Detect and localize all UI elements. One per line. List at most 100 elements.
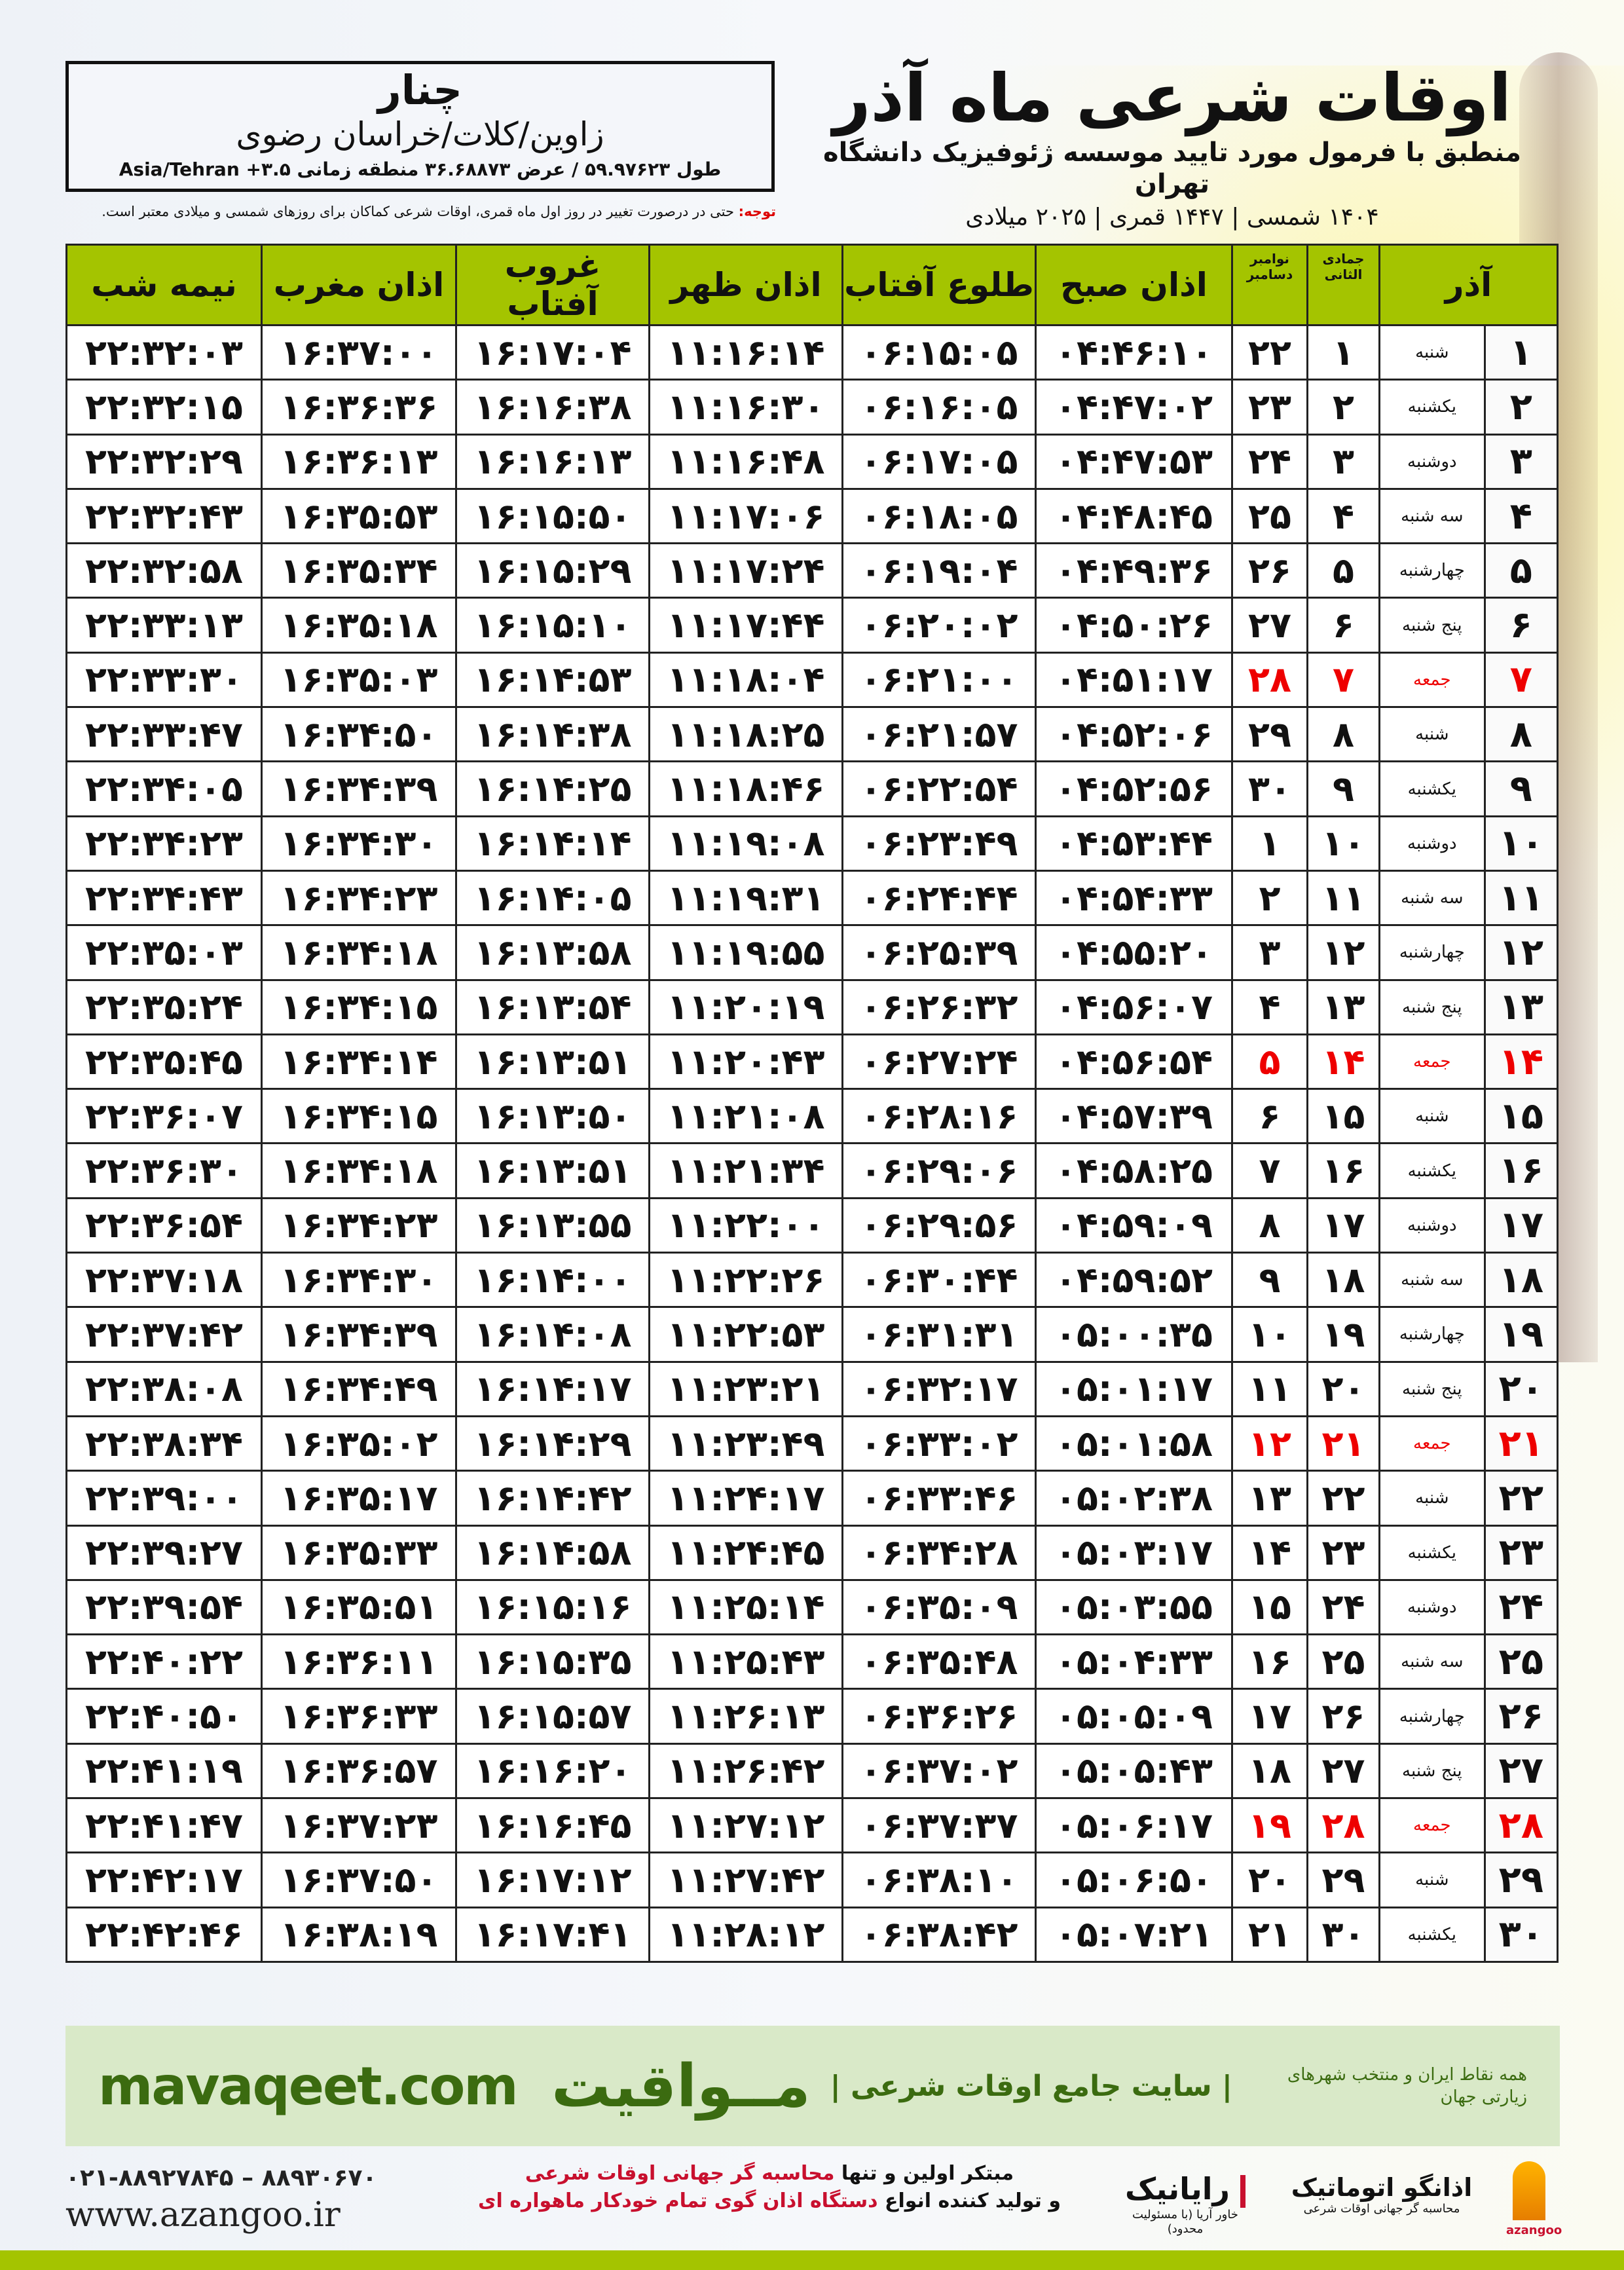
table-row: ۱۷ دوشنبه ۱۷ ۸ ۰۴:۵۹:۰۹ ۰۶:۲۹:۵۶ ۱۱:۲۲:۰۰ ۱۶:۱۳… [65,1197,1559,1254]
cell-day-shamsi: ۲۹ [1483,1851,1559,1908]
cell-maghrib: ۱۶:۳۴:۵۰ [261,706,457,763]
cell-midnight: ۲۲:۳۹:۲۷ [65,1524,263,1581]
cell-sunset: ۱۶:۱۳:۵۸ [455,924,650,981]
cell-dhuhr: ۱۱:۲۴:۱۷ [648,1470,843,1527]
rayanik-logo: رایانیک خاور آریا (با مسئولیت محدود) [1113,2171,1257,2237]
azangoo-name: اذانگو اتوماتیک [1291,2173,1473,2202]
cell-weekday: پنج شنبه [1378,978,1486,1035]
cell-day-gregorian: ۱۱ [1231,1360,1308,1417]
cell-day-hijri: ۹ [1306,760,1380,817]
site-link[interactable]: mavaqeet.com [98,2055,519,2117]
cell-maghrib: ۱۶:۳۶:۳۶ [261,379,457,436]
cell-day-hijri: ۱۶ [1306,1142,1380,1199]
cell-sunset: ۱۶:۱۶:۲۰ [455,1742,650,1800]
table-row: ۱۳ پنج شنبه ۱۳ ۴ ۰۴:۵۶:۰۷ ۰۶:۲۶:۳۲ ۱۱:۲۰:۱۹ ۱۶:… [65,978,1559,1035]
cell-maghrib: ۱۶:۳۴:۱۵ [261,1088,457,1145]
col-sunset: غروب آفتاب [455,244,650,326]
cell-dhuhr: ۱۱:۱۹:۵۵ [648,924,843,981]
cell-dhuhr: ۱۱:۱۷:۲۴ [648,542,843,599]
cell-maghrib: ۱۶:۳۴:۱۵ [261,978,457,1035]
cell-weekday: دوشنبه [1378,1578,1486,1636]
cell-day-gregorian: ۶ [1231,1088,1308,1145]
mavaqeet-banner: مــواقیت | سایت جامع اوقات شرعی | همه نق… [65,2026,1560,2146]
cell-day-shamsi: ۷ [1483,651,1559,709]
cell-dhuhr: ۱۱:۲۶:۴۲ [648,1742,843,1800]
cell-day-shamsi: ۳ [1483,433,1559,490]
promo-line2a: و تولید کننده انواع [877,2189,1061,2212]
cell-sunrise: ۰۶:۲۹:۵۶ [841,1197,1037,1254]
col-gregorian: نوامبر دسامبر [1231,244,1308,326]
cell-sunrise: ۰۶:۳۸:۴۲ [841,1906,1037,1963]
cell-sunrise: ۰۶:۲۳:۴۹ [841,815,1037,872]
cell-day-shamsi: ۲ [1483,379,1559,436]
cell-weekday: شنبه [1378,1088,1486,1145]
table-row: ۳۰ یکشنبه ۳۰ ۲۱ ۰۵:۰۷:۲۱ ۰۶:۳۸:۴۲ ۱۱:۲۸:۱۲ ۱۶:۱… [65,1906,1559,1963]
cell-day-gregorian: ۱۹ [1231,1797,1308,1854]
cell-sunrise: ۰۶:۳۳:۰۲ [841,1415,1037,1472]
brand-tagline: | سایت جامع اوقات شرعی | [830,2069,1232,2103]
cell-midnight: ۲۲:۳۶:۵۴ [65,1197,263,1254]
cell-midnight: ۲۲:۳۲:۴۳ [65,487,263,545]
table-row: ۲۷ پنج شنبه ۲۷ ۱۸ ۰۵:۰۵:۴۳ ۰۶:۳۷:۰۲ ۱۱:۲۶:۴۲ ۱۶… [65,1742,1559,1800]
cell-sunset: ۱۶:۱۵:۳۵ [455,1633,650,1690]
cell-dhuhr: ۱۱:۲۰:۴۳ [648,1033,843,1090]
promo-text: مبتکر اولین و تنها محاسبه گر جهانی اوقات… [445,2160,1094,2215]
promo-line1b: محاسبه گر جهانی اوقات شرعی [525,2162,835,2185]
prayer-times-table: آذر جمادی الثانی نوامبر دسامبر اذان صبح … [65,244,1559,1963]
cell-day-hijri: ۱۸ [1306,1252,1380,1309]
table-row: ۲۸ جمعه ۲۸ ۱۹ ۰۵:۰۶:۱۷ ۰۶:۳۷:۳۷ ۱۱:۲۷:۱۲ ۱۶:۱۶:… [65,1797,1559,1854]
cell-weekday: دوشنبه [1378,815,1486,872]
cell-sunrise: ۰۶:۱۷:۰۵ [841,433,1037,490]
cell-fajr: ۰۵:۰۱:۱۷ [1035,1360,1233,1417]
table-row: ۱۱ سه شنبه ۱۱ ۲ ۰۴:۵۴:۳۳ ۰۶:۲۴:۴۴ ۱۱:۱۹:۳۱ ۱۶:۱… [65,869,1559,927]
azangoo-link[interactable]: www.azangoo.ir [65,2195,341,2235]
cell-day-shamsi: ۱۲ [1483,924,1559,981]
cell-midnight: ۲۲:۳۵:۴۵ [65,1033,263,1090]
cell-dhuhr: ۱۱:۲۷:۱۲ [648,1797,843,1854]
cell-sunrise: ۰۶:۲۱:۰۰ [841,651,1037,709]
cell-sunset: ۱۶:۱۵:۲۹ [455,542,650,599]
cell-day-gregorian: ۲۶ [1231,542,1308,599]
cell-dhuhr: ۱۱:۲۵:۱۴ [648,1578,843,1636]
cell-day-gregorian: ۱۳ [1231,1470,1308,1527]
cell-day-shamsi: ۱ [1483,324,1559,381]
cell-sunset: ۱۶:۱۴:۵۳ [455,651,650,709]
cell-dhuhr: ۱۱:۱۸:۰۴ [648,651,843,709]
table-row: ۲۰ پنج شنبه ۲۰ ۱۱ ۰۵:۰۱:۱۷ ۰۶:۳۲:۱۷ ۱۱:۲۳:۲۱ ۱۶… [65,1360,1559,1417]
cell-weekday: سه شنبه [1378,1633,1486,1690]
cell-sunrise: ۰۶:۳۵:۴۸ [841,1633,1037,1690]
cell-day-shamsi: ۲۳ [1483,1524,1559,1581]
cell-day-hijri: ۲۹ [1306,1851,1380,1908]
cell-maghrib: ۱۶:۳۵:۱۸ [261,597,457,654]
cell-day-hijri: ۲۸ [1306,1797,1380,1854]
cell-weekday: شنبه [1378,706,1486,763]
cell-day-gregorian: ۲۸ [1231,651,1308,709]
cell-weekday: جمعه [1378,1033,1486,1090]
cell-midnight: ۲۲:۴۰:۵۰ [65,1688,263,1745]
cell-sunrise: ۰۶:۳۳:۴۶ [841,1470,1037,1527]
cell-day-shamsi: ۱۳ [1483,978,1559,1035]
cell-dhuhr: ۱۱:۱۷:۰۶ [648,487,843,545]
table-row: ۱۸ سه شنبه ۱۸ ۹ ۰۴:۵۹:۵۲ ۰۶:۳۰:۴۴ ۱۱:۲۲:۲۶ ۱۶:۱… [65,1252,1559,1309]
cell-fajr: ۰۵:۰۶:۵۰ [1035,1851,1233,1908]
cell-maghrib: ۱۶:۳۵:۰۳ [261,651,457,709]
cell-weekday: شنبه [1378,1470,1486,1527]
cell-fajr: ۰۵:۰۴:۳۳ [1035,1633,1233,1690]
coordinates: طول ۵۹.۹۷۶۲۳ / عرض ۳۶.۶۸۸۷۳ منطقه زمانی … [119,158,722,180]
cell-sunrise: ۰۶:۳۸:۱۰ [841,1851,1037,1908]
table-row: ۱۲ چهارشنبه ۱۲ ۳ ۰۴:۵۵:۲۰ ۰۶:۲۵:۳۹ ۱۱:۱۹:۵۵ ۱۶:… [65,924,1559,981]
cell-weekday: یکشنبه [1378,1906,1486,1963]
cell-midnight: ۲۲:۳۲:۰۳ [65,324,263,381]
table-row: ۴ سه شنبه ۴ ۲۵ ۰۴:۴۸:۴۵ ۰۶:۱۸:۰۵ ۱۱:۱۷:۰۶ ۱۶:۱۵… [65,487,1559,545]
cell-fajr: ۰۴:۵۷:۳۹ [1035,1088,1233,1145]
cell-maghrib: ۱۶:۳۶:۵۷ [261,1742,457,1800]
cell-day-shamsi: ۳۰ [1483,1906,1559,1963]
cell-day-gregorian: ۳۰ [1231,760,1308,817]
col-fajr: اذان صبح [1035,244,1233,326]
table-row: ۱۶ یکشنبه ۱۶ ۷ ۰۴:۵۸:۲۵ ۰۶:۲۹:۰۶ ۱۱:۲۱:۳۴ ۱۶:۱۳… [65,1142,1559,1199]
cell-midnight: ۲۲:۳۳:۱۳ [65,597,263,654]
cell-midnight: ۲۲:۳۴:۴۳ [65,869,263,927]
cell-day-shamsi: ۲۱ [1483,1415,1559,1472]
cell-fajr: ۰۴:۵۰:۲۶ [1035,597,1233,654]
cell-day-hijri: ۲۰ [1306,1360,1380,1417]
